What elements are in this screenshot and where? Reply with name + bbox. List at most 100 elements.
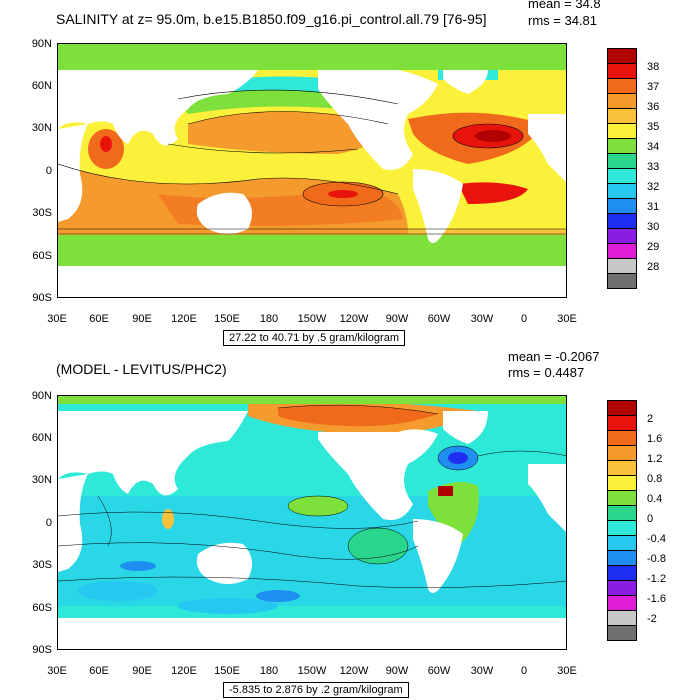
difference-map [57, 395, 567, 650]
range-label: 27.22 to 40.71 by .5 gram/kilogram [223, 330, 405, 346]
panel-title: (MODEL - LEVITUS/PHC2) [56, 361, 227, 377]
lat-label: 90N [31, 38, 52, 50]
lon-label: 30E [557, 665, 577, 677]
salinity-map-canvas [58, 44, 566, 297]
lon-label: 150E [214, 313, 240, 325]
lon-label: 150W [297, 665, 327, 677]
lon-label: 60E [89, 665, 109, 677]
colorbar: 2 1.6 1.2 0.8 0.4 0 -0.4 -0.8 -1.2 -1.6 -2 [607, 400, 666, 641]
lon-label: 60E [89, 313, 109, 325]
colorbar-swatch [607, 48, 637, 64]
colorbar-swatch [607, 415, 637, 431]
lon-label: 90W [385, 313, 409, 325]
colorbar-swatch [607, 580, 637, 596]
colorbar-label: -0.8 [647, 553, 666, 565]
colorbar-label: 0.4 [647, 493, 663, 505]
colorbar-swatch [607, 78, 637, 94]
lat-label: 60N [31, 432, 52, 444]
colorbar-label: 2 [647, 413, 654, 425]
lon-label: 180 [259, 665, 279, 677]
colorbar-swatch [607, 430, 637, 446]
lat-label: 0 [45, 165, 52, 177]
salinity-map [57, 43, 567, 298]
colorbar-swatch [607, 610, 637, 626]
lat-label: 0 [45, 517, 52, 529]
colorbar-label: 36 [647, 101, 660, 113]
difference-panel: (MODEL - LEVITUS/PHC2) mean = -0.2067 rm… [0, 349, 700, 700]
colorbar-swatch [607, 213, 637, 229]
colorbar-swatch [607, 505, 637, 521]
lat-label: 30S [32, 207, 52, 219]
lat-label: 90S [32, 292, 52, 304]
lat-label: 90N [31, 390, 52, 402]
colorbar-label: 38 [647, 61, 660, 73]
colorbar-swatch [607, 228, 637, 244]
colorbar-label: 34 [647, 141, 660, 153]
colorbar-label: 1.2 [647, 453, 663, 465]
difference-map-canvas [58, 396, 566, 649]
rms-label: rms = 34.81 [528, 13, 598, 28]
colorbar-swatch [607, 550, 637, 566]
colorbar-swatch [607, 520, 637, 536]
lon-label: 120E [171, 313, 197, 325]
colorbar-swatch [607, 595, 637, 611]
colorbar-label: 30 [647, 221, 660, 233]
lat-label: 60S [32, 250, 52, 262]
mean-label: mean = 34.8 [528, 0, 601, 11]
colorbar-swatch [607, 460, 637, 476]
lon-label: 120W [339, 313, 369, 325]
lat-label: 60N [31, 80, 52, 92]
colorbar-swatch [607, 93, 637, 109]
lat-label: 90S [32, 644, 52, 656]
lat-label: 30S [32, 559, 52, 571]
lon-label: 150E [214, 665, 240, 677]
colorbar-swatch [607, 108, 637, 124]
lat-label: 30N [31, 122, 52, 134]
rms-label: rms = 0.4487 [508, 365, 585, 380]
lon-label: 0 [520, 665, 528, 677]
colorbar-swatch [607, 138, 637, 154]
colorbar-swatch [607, 490, 637, 506]
colorbar-swatch [607, 535, 637, 551]
colorbar-label: 0 [647, 513, 654, 525]
colorbar-label: 32 [647, 181, 660, 193]
colorbar-swatch [607, 243, 637, 259]
colorbar-label: 33 [647, 161, 660, 173]
colorbar-swatch [607, 168, 637, 184]
colorbar-swatch [607, 475, 637, 491]
colorbar-label: -1.2 [647, 573, 666, 585]
lon-label: 90E [132, 313, 152, 325]
lon-label: 90W [385, 665, 409, 677]
lon-label: 30W [470, 665, 494, 677]
lon-label: 30E [47, 313, 67, 325]
salinity-panel: SALINITY at z= 95.0m, b.e15.B1850.f09_g1… [31, 0, 659, 346]
lon-label: 180 [259, 313, 279, 325]
lat-label: 30N [31, 474, 52, 486]
colorbar-swatch [607, 258, 637, 274]
colorbar-swatch [607, 565, 637, 581]
panel-title: SALINITY at z= 95.0m, b.e15.B1850.f09_g1… [56, 11, 487, 27]
colorbar-swatch [607, 400, 637, 416]
colorbar-label: -2 [647, 613, 657, 625]
colorbar-label: -1.6 [647, 593, 666, 605]
range-label: -5.835 to 2.876 by .2 gram/kilogram [223, 682, 409, 698]
colorbar-swatch [607, 183, 637, 199]
colorbar-swatch [607, 198, 637, 214]
mean-label: mean = -0.2067 [508, 349, 600, 364]
lon-label: 30E [557, 313, 577, 325]
colorbar-swatch [607, 273, 637, 289]
colorbar-label: 0.8 [647, 473, 663, 485]
lon-label: 60W [427, 665, 451, 677]
colorbar-label: -0.4 [647, 533, 666, 545]
colorbar-label: 35 [647, 121, 660, 133]
lon-label: 150W [297, 313, 327, 325]
colorbar-swatch [607, 123, 637, 139]
colorbar-swatch [607, 625, 637, 641]
lon-label: 0 [520, 313, 528, 325]
colorbar-label: 29 [647, 241, 660, 253]
colorbar: 38 37 36 35 34 33 32 31 30 29 28 [607, 48, 659, 289]
colorbar-label: 37 [647, 81, 660, 93]
colorbar-swatch [607, 445, 637, 461]
lon-label: 120W [339, 665, 369, 677]
lon-label: 30E [47, 665, 67, 677]
